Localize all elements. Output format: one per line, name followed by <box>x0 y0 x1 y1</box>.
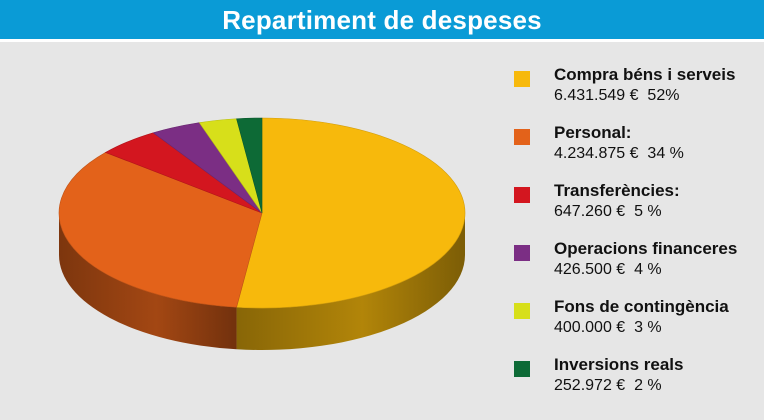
legend-item-operacions: Operacions financeres 426.500 € 4 % <box>510 238 760 296</box>
pie-slice-1 <box>58 152 263 308</box>
legend-item-fons: Fons de contingència 400.000 € 3 % <box>510 296 760 354</box>
legend-swatch <box>514 303 530 319</box>
legend: Compra béns i serveis 6.431.549 € 52% Pe… <box>510 64 760 412</box>
legend-item-inversions: Inversions reals 252.972 € 2 % <box>510 354 760 412</box>
pie-side-0 <box>236 213 465 350</box>
pie-sides <box>58 213 465 350</box>
legend-value: 400.000 € 3 % <box>554 318 662 338</box>
legend-amount: 4.234.875 € <box>554 145 639 162</box>
legend-item-transferencies: Transferències: 647.260 € 5 % <box>510 180 760 238</box>
legend-label: Compra béns i serveis <box>554 65 736 84</box>
legend-amount: 426.500 € <box>554 261 626 278</box>
legend-item-compra: Compra béns i serveis 6.431.549 € 52% <box>510 64 760 122</box>
legend-label: Inversions reals <box>554 355 684 374</box>
legend-swatch <box>514 245 530 261</box>
pie-chart <box>58 117 466 350</box>
pie-slice-0 <box>236 117 466 309</box>
legend-value: 4.234.875 € 34 % <box>554 144 684 164</box>
legend-swatch <box>514 361 530 377</box>
pie-side-1 <box>58 213 237 350</box>
legend-percent: 2 % <box>634 377 662 394</box>
legend-swatch <box>514 187 530 203</box>
legend-amount: 400.000 € <box>554 319 626 336</box>
legend-label: Transferències: <box>554 181 680 200</box>
legend-swatch <box>514 129 530 145</box>
pie-top <box>58 117 466 309</box>
legend-label: Operacions financeres <box>554 239 738 258</box>
legend-value: 252.972 € 2 % <box>554 376 662 396</box>
legend-amount: 6.431.549 € <box>554 87 639 104</box>
legend-percent: 5 % <box>634 203 662 220</box>
legend-amount: 252.972 € <box>554 377 626 394</box>
legend-percent: 34 % <box>647 145 684 162</box>
legend-percent: 3 % <box>634 319 662 336</box>
legend-percent: 4 % <box>634 261 662 278</box>
legend-label: Personal: <box>554 123 632 142</box>
chart-title: Repartiment de despeses <box>222 5 542 35</box>
pie-slice-5 <box>236 117 263 214</box>
legend-value: 426.500 € 4 % <box>554 260 662 280</box>
legend-item-personal: Personal: 4.234.875 € 34 % <box>510 122 760 180</box>
legend-value: 6.431.549 € 52% <box>554 86 679 106</box>
legend-amount: 647.260 € <box>554 203 626 220</box>
legend-value: 647.260 € 5 % <box>554 202 662 222</box>
header-bar: Repartiment de despeses <box>0 0 764 42</box>
legend-swatch <box>514 71 530 87</box>
legend-label: Fons de contingència <box>554 297 729 316</box>
legend-percent: 52% <box>647 87 680 104</box>
